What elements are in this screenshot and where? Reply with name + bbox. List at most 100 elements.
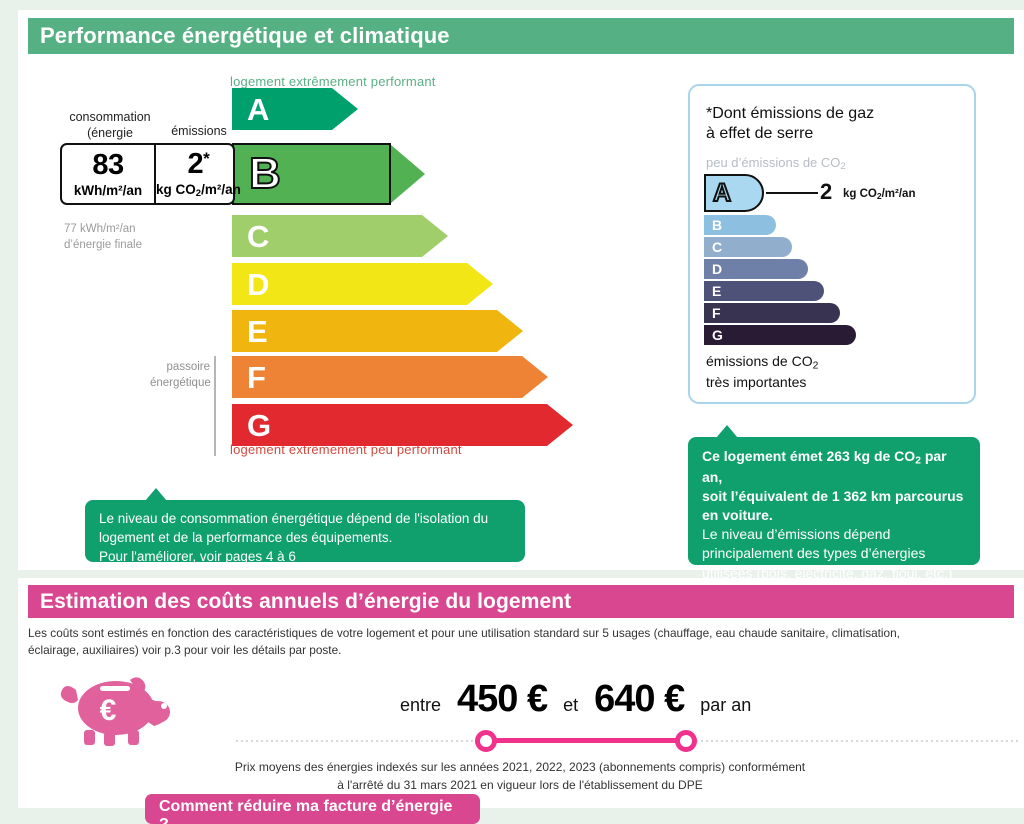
callout-tail bbox=[203, 794, 225, 795]
slider-handle-min[interactable] bbox=[475, 730, 497, 752]
band-letter: B bbox=[248, 149, 282, 198]
callout-right-line3: utilisées (bois, électricité, gaz, fioul… bbox=[702, 564, 953, 581]
consumption-value: 83 bbox=[92, 148, 124, 181]
co2-caption-top-sub: 2 bbox=[840, 161, 846, 173]
co2-caption-bottom: émissions de CO2 très importantes bbox=[706, 352, 818, 391]
band-body: A bbox=[232, 88, 332, 130]
band-letter: C bbox=[247, 218, 270, 254]
callout-right-line2: principalement des types d’énergies bbox=[702, 545, 926, 562]
cost-section-header: Estimation des coûts annuels d’énergie d… bbox=[28, 585, 1014, 618]
co2-band-b: B bbox=[704, 215, 776, 235]
callout-left-line3: Pour l'améliorer, voir pages 4 à 6 bbox=[99, 549, 296, 565]
cost-min-amount: 450 € bbox=[457, 678, 548, 720]
price-note-line1: Prix moyens des énergies indexés sur les… bbox=[234, 760, 806, 774]
passoire-bracket bbox=[214, 356, 216, 456]
band-letter: G bbox=[247, 407, 272, 443]
energy-advice-callout: Le niveau de consommation énergétique dé… bbox=[85, 488, 525, 564]
energy-band-a: A bbox=[232, 88, 358, 130]
consumption-label-line1: consommation bbox=[69, 110, 151, 124]
band-arrow-tip bbox=[547, 404, 573, 446]
band-arrow-tip bbox=[522, 356, 548, 398]
cost-description-line2: éclairage, auxiliaires) voir p.3 pour vo… bbox=[28, 643, 342, 658]
scale-caption-top: logement extrêmement performant bbox=[230, 74, 436, 89]
price-note-line2: à l'arrêté du 31 mars 2021 en vigueur lo… bbox=[337, 778, 703, 792]
band-arrow-tip bbox=[467, 263, 493, 305]
reduce-bill-text: Comment réduire ma facture d’énergie ? bbox=[159, 798, 453, 824]
co2-caption-bottom-line1: émissions de CO2 bbox=[706, 352, 818, 373]
emission-unit-subscript: 2 bbox=[195, 187, 202, 199]
emission-unit-suffix: /m²/an bbox=[201, 181, 241, 197]
callout-tail bbox=[716, 425, 738, 438]
energy-band-g: G bbox=[232, 404, 573, 446]
cost-and-label: et bbox=[563, 695, 579, 715]
final-energy-note: 77 kWh/m²/an d’énergie finale bbox=[64, 222, 142, 253]
co2-caption-top-text: peu d’émissions de CO bbox=[706, 155, 841, 170]
co2-band-g: G bbox=[704, 325, 856, 345]
callout-right-line1: Le niveau d’émissions dépend bbox=[702, 526, 891, 543]
band-letter: F bbox=[247, 359, 266, 395]
consumption-unit: kWh/m²/an bbox=[73, 182, 143, 198]
energy-section-header: Performance énergétique et climatique bbox=[28, 18, 1014, 54]
annual-cost-range: entre 450 € et 640 € par an bbox=[400, 678, 751, 721]
passoire-line2: énergétique bbox=[150, 376, 211, 389]
cost-max-amount: 640 € bbox=[594, 678, 685, 720]
co2-band-letter: D bbox=[712, 261, 723, 277]
co2-unit-sub: 2 bbox=[876, 191, 882, 201]
co2-unit-prefix: kg CO bbox=[843, 188, 877, 200]
callout-tail bbox=[145, 488, 167, 501]
callout-right-bold-sub: 2 bbox=[915, 455, 921, 467]
price-index-note: Prix moyens des énergies indexés sur les… bbox=[200, 758, 840, 794]
band-letter: D bbox=[247, 266, 270, 302]
cost-description-line1: Les coûts sont estimés en fonction des c… bbox=[28, 626, 900, 640]
band-letter: E bbox=[247, 313, 268, 349]
co2-value-unit: kg CO2/m²/an bbox=[843, 188, 915, 201]
co2-band-letter: E bbox=[712, 283, 722, 299]
co2-current-letter: A bbox=[712, 178, 732, 207]
co2-unit-suffix: /m²/an bbox=[881, 188, 916, 200]
co2-leader-line bbox=[766, 192, 818, 194]
co2-caption-bottom-sub: 2 bbox=[812, 360, 819, 372]
callout-right-bold-a: Ce logement émet 263 kg de CO bbox=[702, 448, 916, 464]
energy-band-e: E bbox=[232, 310, 523, 352]
emission-asterisk: * bbox=[203, 148, 210, 168]
passoire-line1: passoire bbox=[166, 361, 210, 373]
co2-band-d: D bbox=[704, 259, 808, 279]
slider-selected-range bbox=[486, 738, 686, 743]
band-body: E bbox=[232, 310, 497, 352]
band-arrow-tip bbox=[391, 145, 425, 203]
co2-title-line2: à effet de serre bbox=[706, 125, 814, 143]
co2-band-letter: F bbox=[712, 305, 721, 321]
piggy-bank-icon: € bbox=[60, 677, 170, 746]
slider-track-right bbox=[686, 740, 1018, 742]
emission-value: 2 bbox=[187, 147, 204, 180]
band-arrow-tip bbox=[332, 88, 358, 130]
cost-between-label: entre bbox=[400, 695, 442, 715]
co2-caption-bottom-text: émissions de CO bbox=[706, 353, 813, 369]
band-arrow-tip bbox=[497, 310, 523, 352]
co2-band-letter: C bbox=[712, 239, 723, 255]
slider-handle-max[interactable] bbox=[675, 730, 697, 752]
slider-track-left bbox=[236, 740, 486, 742]
cost-description: Les coûts sont estimés en fonction des c… bbox=[28, 625, 1018, 659]
co2-panel-title: *Dont émissions de gaz à effet de serre bbox=[706, 104, 956, 145]
band-body: F bbox=[232, 356, 522, 398]
reduce-bill-callout: Comment réduire ma facture d’énergie ? bbox=[145, 794, 480, 824]
energy-band-f: F bbox=[232, 356, 548, 398]
co2-band-letter: G bbox=[712, 327, 723, 343]
cost-per-year-label: par an bbox=[700, 695, 752, 715]
band-arrow-tip bbox=[422, 215, 448, 257]
co2-band-f: F bbox=[704, 303, 840, 323]
energy-value-box: 83 kWh/m²/an 2* kg CO2/m²/an bbox=[60, 143, 241, 205]
co2-value: 2 bbox=[820, 179, 833, 204]
band-body: G bbox=[232, 404, 547, 446]
callout-right-bold-b: par an, bbox=[702, 448, 947, 486]
emissions-column-label: émissions bbox=[171, 124, 227, 138]
co2-caption-top: peu d’émissions de CO2 bbox=[706, 155, 846, 172]
callout-left-line1: Le niveau de consommation énergétique dé… bbox=[99, 511, 489, 526]
cost-range-slider[interactable] bbox=[236, 730, 1018, 752]
band-letter: A bbox=[247, 91, 270, 127]
energy-band-c: C bbox=[232, 215, 448, 257]
energy-band-d: D bbox=[232, 263, 493, 305]
callout-left-line2: logement et de la performance des équipe… bbox=[99, 530, 393, 546]
emission-unit-prefix: kg CO bbox=[156, 181, 196, 197]
